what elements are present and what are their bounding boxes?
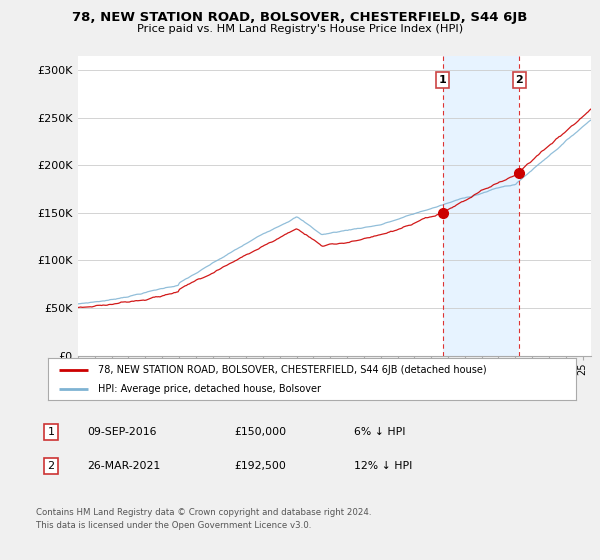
Text: £150,000: £150,000 [234, 427, 286, 437]
Text: HPI: Average price, detached house, Bolsover: HPI: Average price, detached house, Bols… [98, 384, 321, 394]
Text: £192,500: £192,500 [234, 461, 286, 471]
Text: 26-MAR-2021: 26-MAR-2021 [87, 461, 160, 471]
Text: 6% ↓ HPI: 6% ↓ HPI [354, 427, 406, 437]
Text: Contains HM Land Registry data © Crown copyright and database right 2024.
This d: Contains HM Land Registry data © Crown c… [36, 508, 371, 530]
Bar [443, 56, 519, 356]
Text: 1: 1 [439, 75, 446, 85]
Text: 1: 1 [47, 427, 55, 437]
Text: 78, NEW STATION ROAD, BOLSOVER, CHESTERFIELD, S44 6JB: 78, NEW STATION ROAD, BOLSOVER, CHESTERF… [73, 11, 527, 24]
Text: 09-SEP-2016: 09-SEP-2016 [87, 427, 157, 437]
Text: 12% ↓ HPI: 12% ↓ HPI [354, 461, 412, 471]
Text: 2: 2 [47, 461, 55, 471]
Text: 2: 2 [515, 75, 523, 85]
Text: Price paid vs. HM Land Registry's House Price Index (HPI): Price paid vs. HM Land Registry's House … [137, 24, 463, 34]
Text: 78, NEW STATION ROAD, BOLSOVER, CHESTERFIELD, S44 6JB (detached house): 78, NEW STATION ROAD, BOLSOVER, CHESTERF… [98, 365, 487, 375]
